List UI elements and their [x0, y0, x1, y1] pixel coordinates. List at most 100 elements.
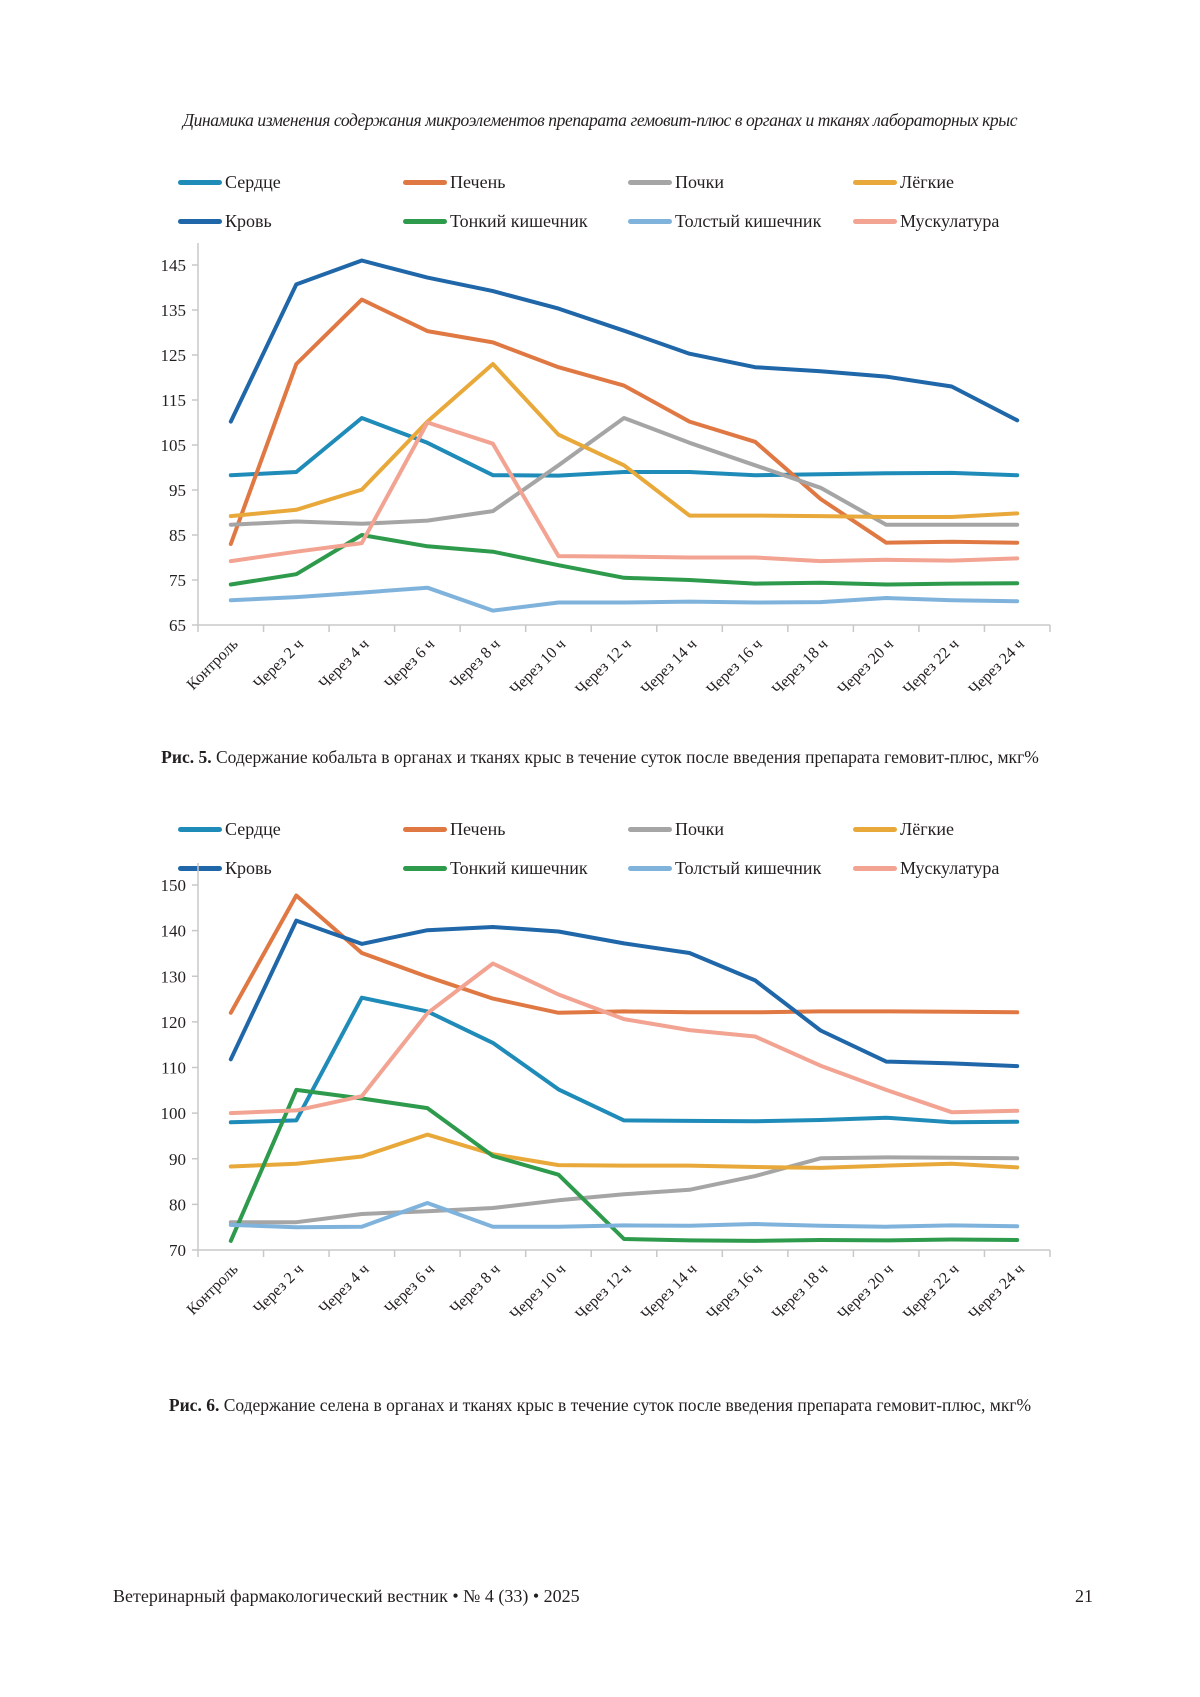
x-category-label: Через 6 ч — [382, 636, 439, 693]
y-tick-label: 115 — [161, 391, 186, 410]
series-line — [228, 961, 1020, 1116]
legend-label: Мускулатура — [900, 211, 1000, 231]
caption-text: Содержание селена в органах и тканях кры… — [219, 1395, 1032, 1415]
y-tick-label: 145 — [161, 256, 187, 275]
legend-item: Толстый кишечник — [628, 211, 821, 232]
legend-label: Сердце — [225, 172, 281, 192]
x-category-label: Через 14 ч — [638, 1261, 700, 1323]
x-category-label: Через 2 ч — [250, 1261, 307, 1318]
x-category-label: Через 22 ч — [900, 636, 962, 698]
x-category-label: Через 12 ч — [572, 636, 634, 698]
legend-chart-1: Сердце Печень Почки Лёгкие Кровь Тонкий … — [0, 160, 1200, 240]
series-line — [228, 362, 1020, 519]
legend-swatch — [628, 219, 672, 224]
series-line — [228, 420, 1020, 564]
x-category-label: Через 10 ч — [507, 636, 569, 698]
y-tick-label: 135 — [161, 301, 187, 320]
page-number: 21 — [1075, 1586, 1093, 1606]
legend-item: Печень — [403, 819, 505, 840]
figure-caption-6: Рис. 6. Содержание селена в органах и тк… — [140, 1393, 1060, 1417]
x-category-label: Через 18 ч — [769, 1261, 831, 1323]
legend-swatch — [178, 827, 222, 832]
x-category-label: Через 8 ч — [447, 636, 504, 693]
legend-label: Почки — [675, 172, 724, 192]
caption-label: Рис. 5. — [161, 747, 212, 767]
y-tick-label: 100 — [161, 1104, 187, 1123]
y-tick-label: 65 — [169, 616, 186, 635]
series-line — [228, 533, 1020, 587]
series-line — [228, 416, 1020, 527]
legend-label: Тонкий кишечник — [450, 211, 588, 231]
running-head: Динамика изменения содержания микроэлеме… — [182, 110, 1018, 130]
legend-item: Тонкий кишечник — [403, 211, 588, 232]
y-tick-label: 75 — [169, 571, 186, 590]
legend-swatch — [853, 219, 897, 224]
x-category-label: Через 24 ч — [966, 636, 1028, 698]
legend-swatch — [628, 180, 672, 185]
x-category-label: Через 20 ч — [835, 1261, 897, 1323]
legend-label: Почки — [675, 819, 724, 839]
y-tick-label: 130 — [161, 967, 187, 986]
legend-item: Кровь — [178, 858, 272, 879]
series-line — [228, 297, 1020, 546]
x-category-label: Через 8 ч — [447, 1261, 504, 1318]
legend-item: Тонкий кишечник — [403, 858, 588, 879]
y-tick-label: 70 — [169, 1241, 186, 1260]
series-line — [228, 258, 1020, 424]
y-tick-label: 150 — [161, 876, 187, 895]
series-line — [228, 1132, 1020, 1170]
legend-label: Печень — [450, 819, 506, 839]
legend-label: Толстый кишечник — [675, 211, 822, 231]
journal-footer: Ветеринарный фармакологический вестник •… — [113, 1586, 580, 1606]
legend-label: Сердце — [225, 819, 281, 839]
legend-label: Лёгкие — [900, 172, 954, 192]
legend-item: Почки — [628, 172, 724, 193]
series-line — [228, 585, 1020, 613]
selenium-line-chart: 70 80 90 100 110 120 130 140 150 Контроль Через 2 … — [161, 863, 1051, 1323]
legend-swatch — [178, 219, 222, 224]
y-tick-label: 80 — [169, 1195, 186, 1214]
legend-swatch — [853, 180, 897, 185]
x-category-label: Через 4 ч — [316, 636, 373, 693]
x-category-label: Через 6 ч — [382, 1261, 439, 1318]
legend-swatch — [403, 866, 447, 871]
legend-item: Лёгкие — [853, 172, 954, 193]
series-line — [228, 995, 1020, 1125]
legend-label: Мускулатура — [900, 858, 1000, 878]
x-category-label: Через 4 ч — [316, 1261, 373, 1318]
legend-swatch — [853, 866, 897, 871]
legend-swatch — [178, 866, 222, 871]
series-line — [228, 1087, 1020, 1243]
cobalt-line-chart: 65 75 85 95 105 115 125 135 145 Контроль Через 2 ч… — [161, 243, 1051, 698]
x-category-label: Через 18 ч — [769, 636, 831, 698]
x-category-label: Контроль — [184, 1261, 242, 1319]
x-category-label: Через 12 ч — [572, 1261, 634, 1323]
y-tick-label: 105 — [161, 436, 187, 455]
legend-swatch — [403, 219, 447, 224]
caption-label: Рис. 6. — [168, 1395, 220, 1415]
x-category-label: Через 22 ч — [900, 1261, 962, 1323]
y-tick-label: 95 — [169, 481, 186, 500]
y-tick-label: 85 — [169, 526, 186, 545]
series-line — [228, 918, 1020, 1069]
y-tick-label: 120 — [161, 1013, 187, 1032]
x-category-label: Через 24 ч — [966, 1261, 1028, 1323]
legend-swatch — [853, 827, 897, 832]
figure-caption-5: Рис. 5. Содержание кобальта в органах и … — [140, 745, 1060, 769]
caption-text: Содержание кобальта в органах и тканях к… — [211, 747, 1039, 767]
x-category-label: Через 2 ч — [250, 636, 307, 693]
legend-item: Мускулатура — [853, 211, 999, 232]
legend-item: Лёгкие — [853, 819, 954, 840]
x-category-label: Через 10 ч — [507, 1261, 569, 1323]
legend-label: Кровь — [225, 211, 272, 231]
y-tick-label: 125 — [161, 346, 187, 365]
legend-swatch — [403, 827, 447, 832]
legend-item: Толстый кишечник — [628, 858, 821, 879]
legend-item: Печень — [403, 172, 505, 193]
series-line — [228, 1201, 1020, 1230]
legend-label: Толстый кишечник — [675, 858, 822, 878]
legend-swatch — [178, 180, 222, 185]
x-category-label: Через 16 ч — [704, 1261, 766, 1323]
x-category-label: Через 20 ч — [835, 636, 897, 698]
legend-item: Почки — [628, 819, 724, 840]
